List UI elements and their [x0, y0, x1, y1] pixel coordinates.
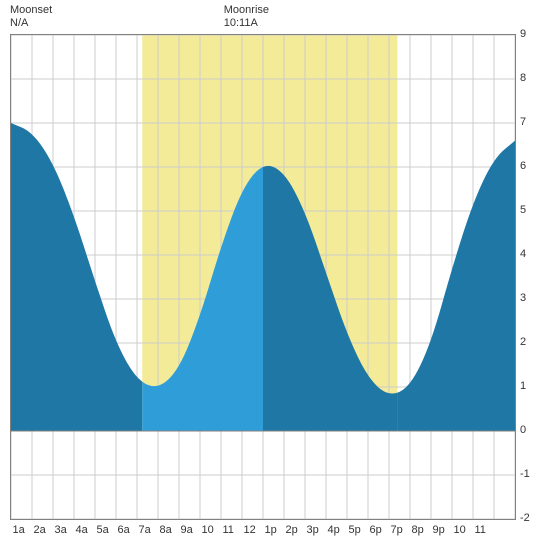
- x-tick-label: 8a: [160, 524, 172, 536]
- y-tick-label: 3: [520, 292, 540, 304]
- y-tick-label: -1: [520, 468, 540, 480]
- y-tick-label: 2: [520, 336, 540, 348]
- x-tick-label: 5a: [97, 524, 109, 536]
- x-tick-label: 5p: [349, 524, 361, 536]
- x-tick-label: 4p: [328, 524, 340, 536]
- x-tick-label: 3p: [307, 524, 319, 536]
- x-tick-label: 9p: [433, 524, 445, 536]
- x-tick-label: 11: [223, 524, 234, 536]
- tide-chart: [10, 34, 516, 520]
- moonset-value: N/A: [10, 17, 52, 30]
- x-tick-label: 1p: [265, 524, 277, 536]
- x-tick-label: 6a: [118, 524, 130, 536]
- y-tick-label: 9: [520, 28, 540, 40]
- x-tick-label: 9a: [181, 524, 193, 536]
- x-tick-label: 8p: [412, 524, 424, 536]
- moonset-title: Moonset: [10, 4, 52, 17]
- moonrise-value: 10:11A: [224, 17, 269, 30]
- x-tick-label: 3a: [55, 524, 67, 536]
- x-tick-label: 1a: [13, 524, 25, 536]
- x-tick-label: 7p: [391, 524, 403, 536]
- x-tick-label: 10: [454, 524, 466, 536]
- y-tick-label: 6: [520, 160, 540, 172]
- y-tick-label: 5: [520, 204, 540, 216]
- moonrise-label: Moonrise 10:11A: [224, 4, 269, 30]
- y-tick-label: 8: [520, 72, 540, 84]
- x-tick-label: 4a: [76, 524, 88, 536]
- tide-chart-container: Moonset N/A Moonrise 10:11A -2-101234567…: [0, 0, 550, 550]
- y-tick-label: 0: [520, 424, 540, 436]
- moonrise-title: Moonrise: [224, 4, 269, 17]
- x-tick-label: 10: [202, 524, 214, 536]
- x-tick-label: 2p: [286, 524, 298, 536]
- x-tick-label: 11: [475, 524, 486, 536]
- y-tick-label: 1: [520, 380, 540, 392]
- x-tick-label: 6p: [370, 524, 382, 536]
- moonset-label: Moonset N/A: [10, 4, 52, 30]
- y-tick-label: -2: [520, 512, 540, 524]
- x-tick-label: 2a: [34, 524, 46, 536]
- y-tick-label: 7: [520, 116, 540, 128]
- x-tick-label: 7a: [139, 524, 151, 536]
- y-tick-label: 4: [520, 248, 540, 260]
- x-tick-label: 12: [244, 524, 256, 536]
